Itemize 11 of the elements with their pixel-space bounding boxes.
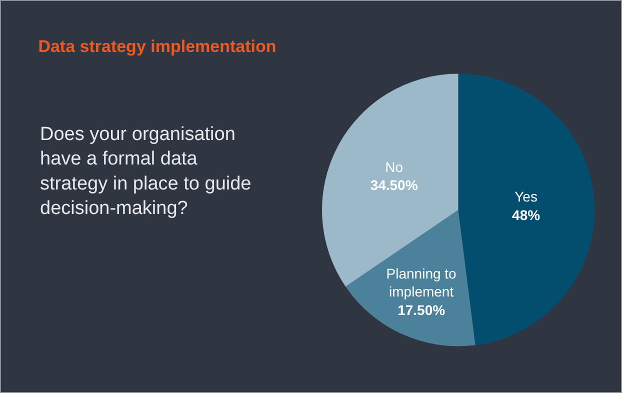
slice-label: Yes: [514, 188, 538, 205]
data-label: 48%: [512, 206, 541, 223]
text: Does your organisation have a formal data strategy in place to guide decision-making?: [40, 124, 252, 220]
slice-label: No: [385, 159, 404, 176]
pie-slice: [322, 74, 458, 287]
slice-label: Planning to implement: [386, 265, 457, 300]
pie-slice: [458, 74, 594, 346]
data-label: 34.50%: [370, 177, 418, 194]
data-label: 17.50%: [398, 302, 446, 318]
text: Data strategy implementation: [38, 37, 276, 56]
pie-slice: [346, 210, 476, 346]
